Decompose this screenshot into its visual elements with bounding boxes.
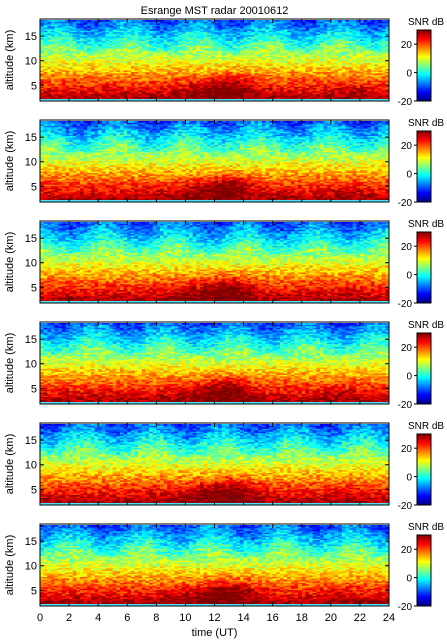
heatmap-cell <box>313 20 317 22</box>
heatmap-cell <box>324 20 328 22</box>
heatmap-cell <box>345 20 349 22</box>
heatmap-cell <box>196 20 200 22</box>
heatmap-cell <box>135 20 139 22</box>
heatmap-cell <box>109 20 113 22</box>
heatmap-cell <box>185 20 189 22</box>
heatmap-cell <box>138 20 142 22</box>
heatmap-cell <box>47 20 51 22</box>
heatmap-cell <box>364 20 368 22</box>
heatmap-cell <box>367 20 371 22</box>
heatmap-cell <box>58 20 62 22</box>
heatmap-cell <box>51 20 55 22</box>
heatmap-cell <box>309 20 313 22</box>
heatmap-cell <box>305 20 309 22</box>
heatmap-cell <box>222 20 226 22</box>
heatmap-cell <box>164 20 168 22</box>
heatmap-cell <box>229 20 233 22</box>
heatmap-cell <box>149 20 153 22</box>
heatmap-cell <box>236 20 240 22</box>
heatmap-cell <box>167 20 171 22</box>
heatmap-cell <box>160 20 164 22</box>
heatmap-cell <box>244 20 248 22</box>
heatmap-cell <box>371 20 375 22</box>
heatmap-cell <box>276 20 280 22</box>
heatmap-cell <box>225 20 229 22</box>
heatmap-cell <box>98 20 102 22</box>
heatmap-cells <box>40 20 389 100</box>
heatmap-cell <box>175 20 179 22</box>
heatmap-cell <box>302 20 306 22</box>
heatmap-cell <box>145 20 149 22</box>
heatmap-cell <box>131 20 135 22</box>
heatmap-cell <box>40 20 44 22</box>
heatmap-cell <box>87 20 91 22</box>
heatmap-cell <box>287 20 291 22</box>
heatmap-cell <box>254 20 258 22</box>
heatmap-cell <box>55 20 59 22</box>
heatmap-cell <box>113 20 117 22</box>
heatmap-cell <box>280 20 284 22</box>
heatmap-cell <box>218 20 222 22</box>
heatmap-cell <box>80 20 84 22</box>
heatmap-cell <box>294 20 298 22</box>
heatmap-cell <box>316 20 320 22</box>
heatmap-cell <box>69 20 73 22</box>
heatmap-cell <box>342 20 346 22</box>
heatmap-cell <box>353 20 357 22</box>
heatmap-cell <box>207 20 211 22</box>
heatmap-cell <box>338 20 342 22</box>
heatmap-cell <box>127 20 131 22</box>
heatmap-cell <box>258 20 262 22</box>
heatmap-cell <box>76 20 80 22</box>
heatmap-cell <box>360 20 364 22</box>
heatmap-cell <box>247 20 251 22</box>
heatmap-cell <box>284 20 288 22</box>
heatmap-cell <box>204 20 208 22</box>
heatmap-cell <box>251 20 255 22</box>
heatmap-cell <box>349 20 353 22</box>
heatmap-cell <box>291 20 295 22</box>
heatmap-cell <box>84 20 88 22</box>
heatmap-cell <box>193 20 197 22</box>
chart-title: Esrange MST radar 20010612 <box>141 5 289 17</box>
heatmap-cell <box>200 20 204 22</box>
heatmap-cell <box>116 20 120 22</box>
heatmap-cell <box>262 20 266 22</box>
heatmap-cell <box>120 20 124 22</box>
heatmap-cell <box>331 20 335 22</box>
heatmap-cell <box>178 20 182 22</box>
heatmap-cell <box>105 20 109 22</box>
heatmap-cell <box>334 20 338 22</box>
heatmap-cell <box>62 20 66 22</box>
heatmap-cell <box>189 20 193 22</box>
heatmap-cell <box>142 20 146 22</box>
heatmap-cell <box>44 20 48 22</box>
heatmap-cell <box>171 20 175 22</box>
heatmap-cell <box>320 20 324 22</box>
heatmap-cell <box>91 20 95 22</box>
heatmap-cell <box>73 20 77 22</box>
heatmap-cell <box>156 20 160 22</box>
heatmap-cell <box>273 20 277 22</box>
heatmap-cell <box>215 20 219 22</box>
heatmap-cell <box>265 20 269 22</box>
heatmap-cell <box>102 20 106 22</box>
heatmap-cell <box>233 20 237 22</box>
